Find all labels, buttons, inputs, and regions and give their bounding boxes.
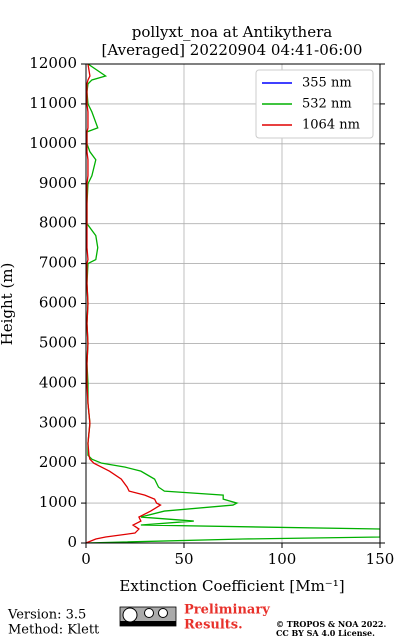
chart-title: [Averaged] 20220904 04:41-06:00 (102, 41, 363, 59)
x-tick-label: 0 (81, 550, 91, 568)
legend: 355 nm 532 nm 1064 nm (255, 69, 374, 139)
y-tick-label: 1000 (39, 493, 77, 511)
y-tick-label: 9000 (39, 174, 77, 192)
copyright: © TROPOS & NOA 2022. (276, 619, 386, 629)
y-tick-label: 3000 (39, 413, 77, 431)
legend-label: 355 nm (302, 76, 352, 91)
y-tick-label: 0 (67, 533, 77, 551)
y-axis-label: Height (m) (0, 263, 16, 346)
x-tick-label: 150 (366, 550, 395, 568)
y-tick-label: 7000 (39, 254, 77, 272)
preliminary: Preliminary (184, 603, 270, 618)
y-tick-label: 8000 (39, 214, 77, 232)
y-tick-label: 5000 (39, 333, 77, 351)
y-tick-label: 11000 (29, 94, 77, 112)
legend-label: 532 nm (302, 97, 352, 112)
legend-box (255, 69, 374, 139)
version: Version: 3.5 (7, 608, 86, 623)
method: Method: Klett (8, 623, 100, 638)
y-tick-label: 4000 (39, 373, 77, 391)
y-tick-label: 12000 (29, 54, 77, 72)
y-tick-label: 6000 (39, 294, 77, 312)
y-tick-label: 2000 (39, 453, 77, 471)
x-axis-label: Extinction Coefficient [Mm⁻¹] (119, 577, 344, 595)
chart-title: pollyxt_noa at Antikythera (132, 23, 332, 41)
x-tick-label: 50 (174, 550, 193, 568)
cc-logo (119, 606, 177, 627)
legend-label: 1064 nm (302, 118, 360, 133)
y-tick-label: 10000 (29, 134, 77, 152)
copyright: CC BY SA 4.0 License. (276, 628, 375, 638)
profile-line (86, 64, 162, 543)
preliminary: Results. (184, 618, 243, 633)
x-tick-label: 100 (268, 550, 297, 568)
